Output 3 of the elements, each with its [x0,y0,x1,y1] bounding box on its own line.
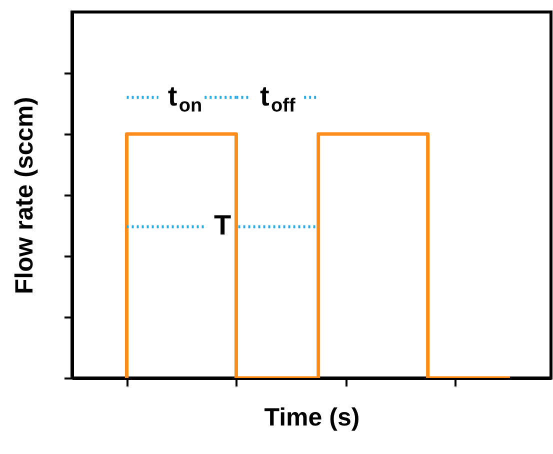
y-axis-title: Flow rate (sccm) [10,96,38,294]
x-axis-title: Time (s) [264,404,360,432]
annotation: T [214,210,232,241]
